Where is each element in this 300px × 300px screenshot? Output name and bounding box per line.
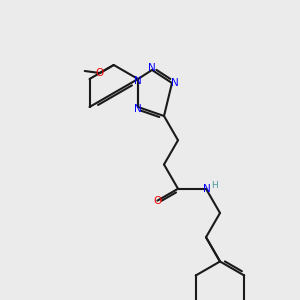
Text: N: N: [203, 184, 211, 194]
Text: N: N: [134, 76, 142, 86]
Text: O: O: [153, 196, 161, 206]
Text: N: N: [171, 78, 179, 88]
Text: O: O: [96, 68, 104, 78]
Text: H: H: [211, 181, 218, 190]
Text: N: N: [134, 104, 142, 114]
Text: N: N: [148, 63, 156, 73]
